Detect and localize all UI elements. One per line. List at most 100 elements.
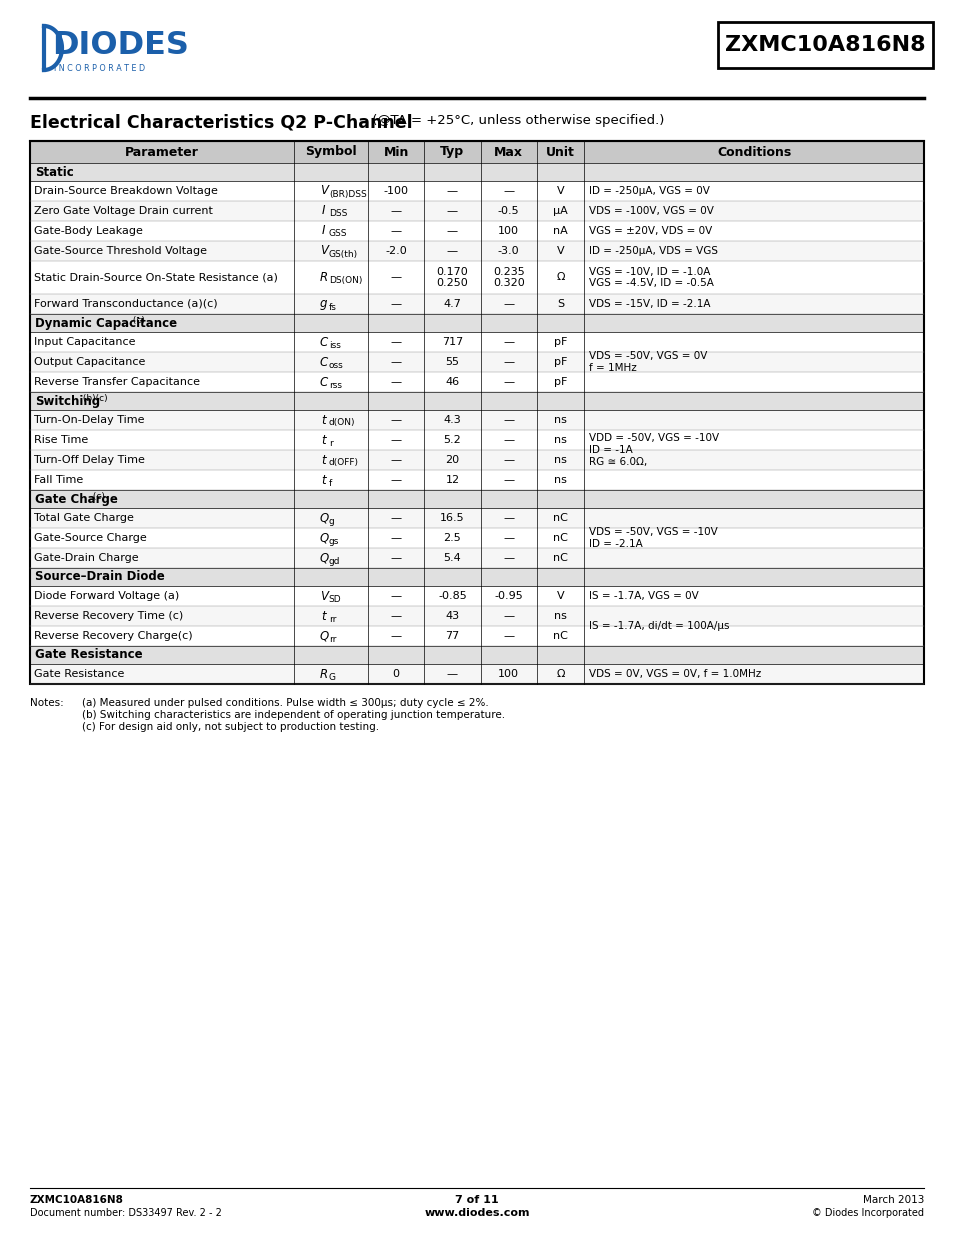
Text: d(OFF): d(OFF): [329, 458, 358, 468]
Text: C: C: [319, 336, 328, 348]
Text: VDD = -50V, VGS = -10V
ID = -1A
RG ≅ 6.0Ω,: VDD = -50V, VGS = -10V ID = -1A RG ≅ 6.0…: [589, 433, 719, 467]
Text: nC: nC: [553, 534, 567, 543]
Text: Turn-Off Delay Time: Turn-Off Delay Time: [34, 454, 145, 466]
Text: SD: SD: [329, 594, 341, 604]
Text: Gate-Drain Charge: Gate-Drain Charge: [34, 553, 138, 563]
Text: IS = -1.7A, di/dt = 100A/μs: IS = -1.7A, di/dt = 100A/μs: [589, 621, 729, 631]
Bar: [30, 450, 923, 471]
Text: Static Drain-Source On-State Resistance (a): Static Drain-Source On-State Resistance …: [34, 273, 277, 283]
Text: 46: 46: [445, 377, 459, 387]
Text: Drain-Source Breakdown Voltage: Drain-Source Breakdown Voltage: [34, 186, 217, 196]
Text: —: —: [390, 337, 401, 347]
Bar: [718, 22, 932, 68]
Text: —: —: [390, 592, 401, 601]
Text: nC: nC: [553, 553, 567, 563]
Text: nC: nC: [553, 631, 567, 641]
Text: 12: 12: [445, 475, 459, 485]
Text: I N C O R P O R A T E D: I N C O R P O R A T E D: [54, 64, 145, 73]
Text: -3.0: -3.0: [497, 246, 519, 256]
Text: 2.5: 2.5: [443, 534, 461, 543]
Text: —: —: [446, 669, 457, 679]
Text: Gate-Source Charge: Gate-Source Charge: [34, 534, 147, 543]
Text: ns: ns: [554, 435, 566, 445]
Text: —: —: [502, 611, 514, 621]
Text: pF: pF: [554, 377, 567, 387]
Text: V: V: [557, 186, 564, 196]
Text: ID = -250μA, VGS = 0V: ID = -250μA, VGS = 0V: [589, 186, 709, 196]
Text: 100: 100: [497, 669, 518, 679]
Text: I: I: [322, 205, 325, 217]
Text: pF: pF: [554, 337, 567, 347]
Text: —: —: [446, 246, 457, 256]
Text: VDS = -50V, VGS = -10V
ID = -2.1A: VDS = -50V, VGS = -10V ID = -2.1A: [589, 527, 718, 548]
Text: S: S: [557, 299, 563, 309]
Text: —: —: [390, 273, 401, 283]
Text: r: r: [329, 438, 333, 447]
Text: t: t: [321, 453, 326, 467]
Text: 77: 77: [445, 631, 459, 641]
Text: Switching: Switching: [35, 394, 100, 408]
Text: Fall Time: Fall Time: [34, 475, 83, 485]
Text: Notes:: Notes:: [30, 698, 64, 708]
Text: VDS = -50V, VGS = 0V
f = 1MHz: VDS = -50V, VGS = 0V f = 1MHz: [589, 351, 707, 373]
Text: V: V: [319, 589, 328, 603]
Text: —: —: [502, 513, 514, 522]
Text: (c): (c): [90, 492, 105, 500]
Text: Typ: Typ: [440, 146, 464, 158]
Text: Electrical Characteristics Q2 P-Channel: Electrical Characteristics Q2 P-Channel: [30, 112, 413, 131]
Bar: [30, 529, 923, 548]
Text: 0.235
0.320: 0.235 0.320: [493, 267, 524, 288]
Text: nC: nC: [553, 513, 567, 522]
Bar: [30, 163, 923, 182]
Text: (a) Measured under pulsed conditions. Pulse width ≤ 300μs; duty cycle ≤ 2%.: (a) Measured under pulsed conditions. Pu…: [82, 698, 488, 708]
Text: t: t: [321, 414, 326, 426]
Text: gs: gs: [329, 536, 339, 546]
Text: 55: 55: [445, 357, 459, 367]
Text: nA: nA: [553, 226, 567, 236]
Text: f: f: [329, 478, 332, 488]
Text: (@TA = +25°C, unless otherwise specified.): (@TA = +25°C, unless otherwise specified…: [368, 114, 663, 127]
Text: -2.0: -2.0: [385, 246, 407, 256]
Bar: [30, 141, 923, 684]
Text: d(ON): d(ON): [329, 419, 355, 427]
Text: 16.5: 16.5: [439, 513, 464, 522]
Text: C: C: [319, 375, 328, 389]
Text: Symbol: Symbol: [305, 146, 356, 158]
Text: Gate Resistance: Gate Resistance: [34, 669, 124, 679]
Text: Gate-Source Threshold Voltage: Gate-Source Threshold Voltage: [34, 246, 207, 256]
Text: Dynamic Capacitance: Dynamic Capacitance: [35, 316, 177, 330]
Bar: [30, 626, 923, 646]
Text: —: —: [390, 513, 401, 522]
Text: Input Capacitance: Input Capacitance: [34, 337, 135, 347]
Text: —: —: [390, 454, 401, 466]
Text: —: —: [446, 206, 457, 216]
Text: —: —: [390, 553, 401, 563]
Text: —: —: [390, 611, 401, 621]
Text: Rise Time: Rise Time: [34, 435, 89, 445]
Text: 7 of 11: 7 of 11: [455, 1195, 498, 1205]
Text: —: —: [390, 226, 401, 236]
Text: —: —: [446, 226, 457, 236]
Text: V: V: [557, 592, 564, 601]
Bar: [30, 430, 923, 450]
Text: DSS: DSS: [329, 210, 347, 219]
Text: Q: Q: [319, 531, 328, 545]
Text: —: —: [390, 415, 401, 425]
Text: 100: 100: [497, 226, 518, 236]
Text: rr: rr: [329, 635, 335, 643]
Text: —: —: [502, 553, 514, 563]
Bar: [30, 261, 923, 294]
Text: Max: Max: [494, 146, 522, 158]
Text: —: —: [390, 631, 401, 641]
Bar: [30, 646, 923, 664]
Bar: [30, 221, 923, 241]
Text: Source–Drain Diode: Source–Drain Diode: [35, 571, 165, 583]
Text: -0.85: -0.85: [437, 592, 466, 601]
Text: 5.2: 5.2: [443, 435, 461, 445]
Text: VDS = -100V, VGS = 0V: VDS = -100V, VGS = 0V: [589, 206, 714, 216]
Text: -0.5: -0.5: [497, 206, 519, 216]
Text: www.diodes.com: www.diodes.com: [424, 1208, 529, 1218]
Text: GS(th): GS(th): [329, 249, 357, 258]
Text: rss: rss: [329, 380, 341, 389]
Text: Min: Min: [383, 146, 408, 158]
